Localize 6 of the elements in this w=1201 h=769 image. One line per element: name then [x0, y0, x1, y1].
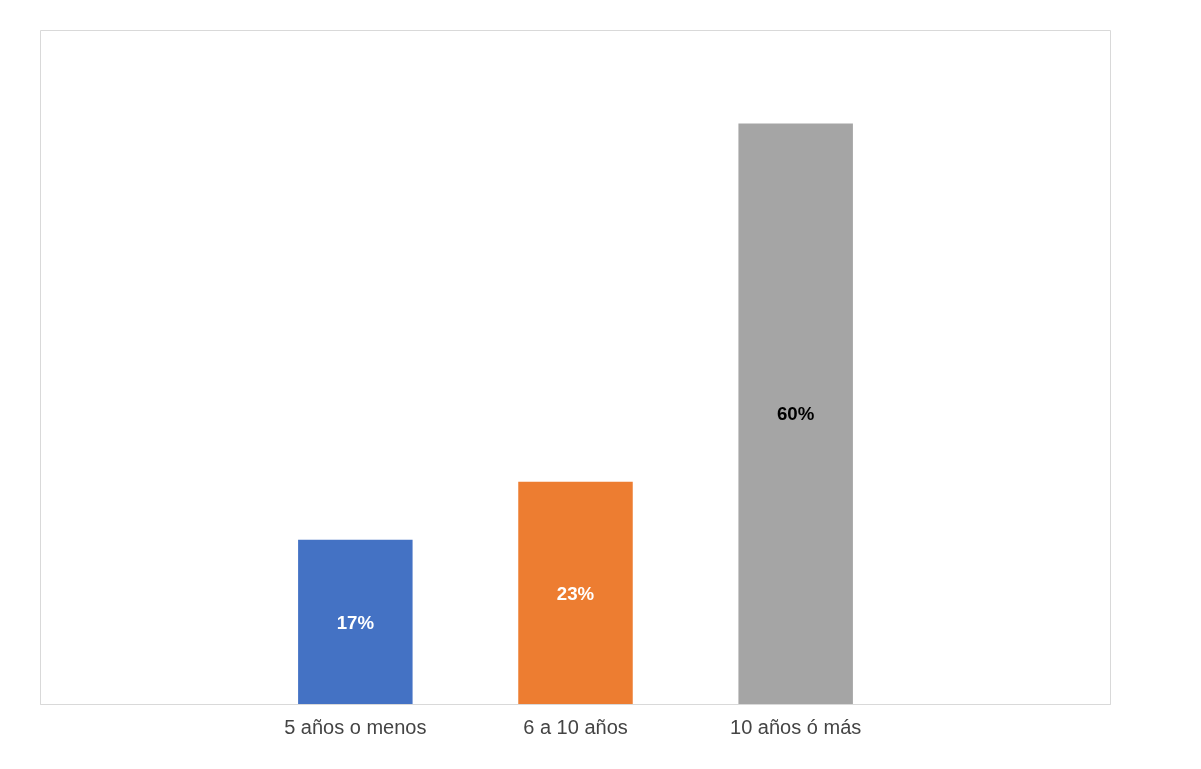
data-label: 17%: [336, 611, 375, 633]
data-label: 23%: [556, 582, 595, 604]
x-tick-label: 5 años o menos: [284, 715, 427, 738]
x-tick-label: 6 a 10 años: [523, 715, 628, 738]
x-tick-label: 10 años ó más: [730, 715, 862, 738]
data-label: 60%: [776, 403, 815, 425]
